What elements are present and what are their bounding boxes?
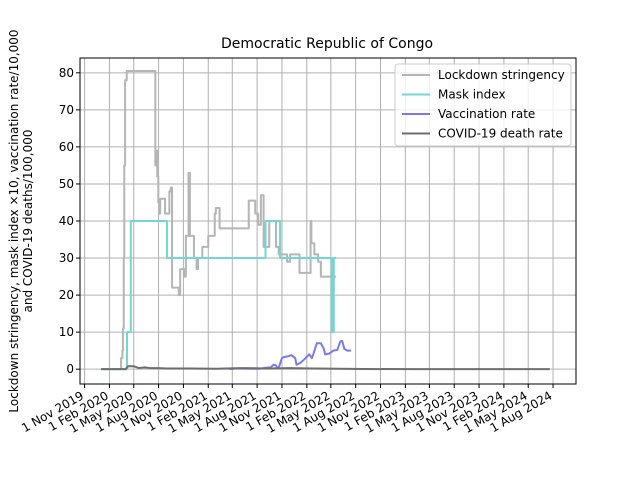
y-axis-label-line: and COVID-19 deaths/100,000 — [21, 130, 35, 313]
series-mask-index — [101, 220, 336, 371]
y-tick-label: 70 — [59, 103, 74, 117]
y-tick-label: 0 — [66, 362, 74, 376]
y-tick-label: 60 — [59, 140, 74, 154]
series-layer — [101, 69, 550, 371]
y-tick-label: 40 — [59, 214, 74, 228]
y-axis-label-line: Lockdown stringency, mask index ×10, vac… — [7, 29, 21, 412]
series-vaccination-rate — [229, 340, 352, 371]
chart-title: Democratic Republic of Congo — [221, 36, 433, 52]
y-tick-label: 80 — [59, 66, 74, 80]
series-covid-19-death-rate — [101, 365, 550, 371]
y-axis: 0 10 20 30 40 50 60 70 80 — [59, 66, 80, 376]
y-tick-label: 20 — [59, 288, 74, 302]
legend-label: Lockdown stringency — [438, 68, 565, 82]
y-tick-label: 10 — [59, 325, 74, 339]
legend-label: COVID-19 death rate — [438, 127, 563, 141]
series-lockdown-stringency — [101, 69, 336, 371]
legend: Lockdown stringency Mask index Vaccination… — [394, 63, 572, 147]
legend-label: Mask index — [438, 88, 506, 102]
legend-label: Vaccination rate — [438, 107, 535, 121]
y-axis-label: Lockdown stringency, mask index ×10, vac… — [7, 29, 35, 412]
y-tick-label: 30 — [59, 251, 74, 265]
legend-box — [394, 63, 572, 147]
y-tick-label: 50 — [59, 177, 74, 191]
